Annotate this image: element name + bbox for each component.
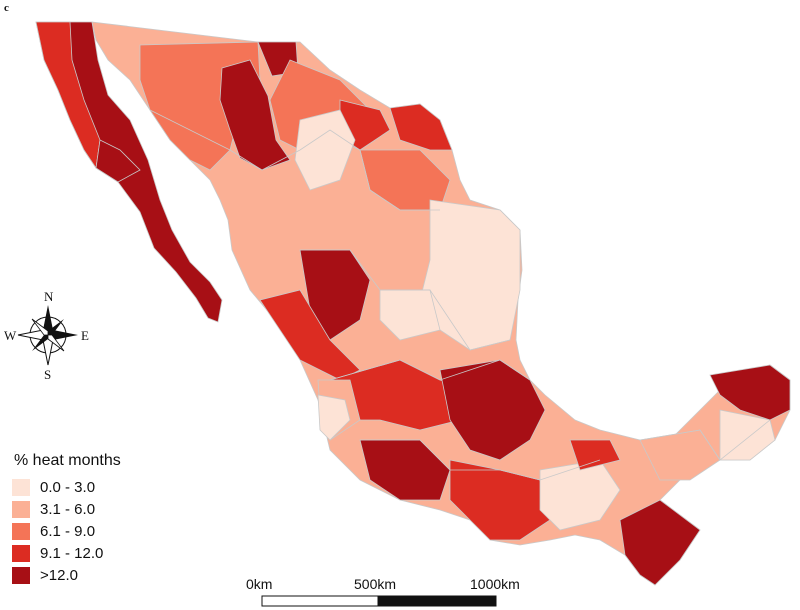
yucatan-region bbox=[709, 364, 791, 421]
north-arrow-icon bbox=[43, 305, 53, 335]
legend-item: 9.1 - 12.0 bbox=[12, 542, 121, 564]
baja-california-region bbox=[35, 21, 223, 323]
coast-light-region bbox=[317, 394, 351, 441]
scale-label-0: 0km bbox=[246, 576, 272, 592]
se-arrow-icon bbox=[47, 334, 65, 352]
scale-segment-black bbox=[377, 595, 497, 607]
legend-label: 6.1 - 9.0 bbox=[40, 522, 96, 540]
legend-item: 6.1 - 9.0 bbox=[12, 520, 121, 542]
sw-arrow-icon bbox=[32, 335, 48, 351]
panel-label: c bbox=[4, 2, 9, 14]
scale-label-1000: 1000km bbox=[470, 576, 520, 592]
legend-label: 3.1 - 6.0 bbox=[40, 500, 96, 518]
legend-title: % heat months bbox=[14, 452, 121, 469]
scale-segment-white bbox=[261, 595, 379, 607]
compass-n-label: N bbox=[44, 289, 54, 304]
ne-arrow-icon bbox=[48, 319, 64, 335]
quintana-roo-region bbox=[719, 409, 776, 461]
scale-label-500: 500km bbox=[354, 576, 396, 592]
legend-label: >12.0 bbox=[40, 566, 78, 584]
legend-swatch bbox=[12, 544, 30, 562]
chihuahua-light-region bbox=[294, 109, 356, 191]
scale-bar: 0km 500km 1000km bbox=[246, 576, 520, 607]
legend-swatch bbox=[12, 566, 30, 584]
sonora-dark-region bbox=[219, 59, 291, 171]
legend-label: 9.1 - 12.0 bbox=[40, 544, 104, 562]
state-borders bbox=[149, 109, 771, 481]
legend: % heat months 0.0 - 3.0 3.1 - 6.0 6.1 - … bbox=[12, 452, 121, 586]
legend-swatch bbox=[12, 522, 30, 540]
compass-rose: N E S W bbox=[4, 289, 89, 382]
chiapas-region bbox=[619, 499, 701, 586]
compass-w-label: W bbox=[4, 328, 17, 343]
tamaulipas-north-region bbox=[389, 103, 453, 151]
sinaloa-region bbox=[259, 289, 361, 381]
legend-item: 0.0 - 3.0 bbox=[12, 476, 121, 498]
legend-label: 0.0 - 3.0 bbox=[40, 478, 96, 496]
legend-swatch bbox=[12, 500, 30, 518]
legend-item: 3.1 - 6.0 bbox=[12, 498, 121, 520]
legend-item: >12.0 bbox=[12, 564, 121, 586]
east-arrow-icon bbox=[48, 330, 78, 340]
legend-swatch bbox=[12, 478, 30, 496]
veracruz-region bbox=[569, 439, 621, 471]
compass-s-label: S bbox=[44, 367, 51, 382]
compass-e-label: E bbox=[81, 328, 89, 343]
